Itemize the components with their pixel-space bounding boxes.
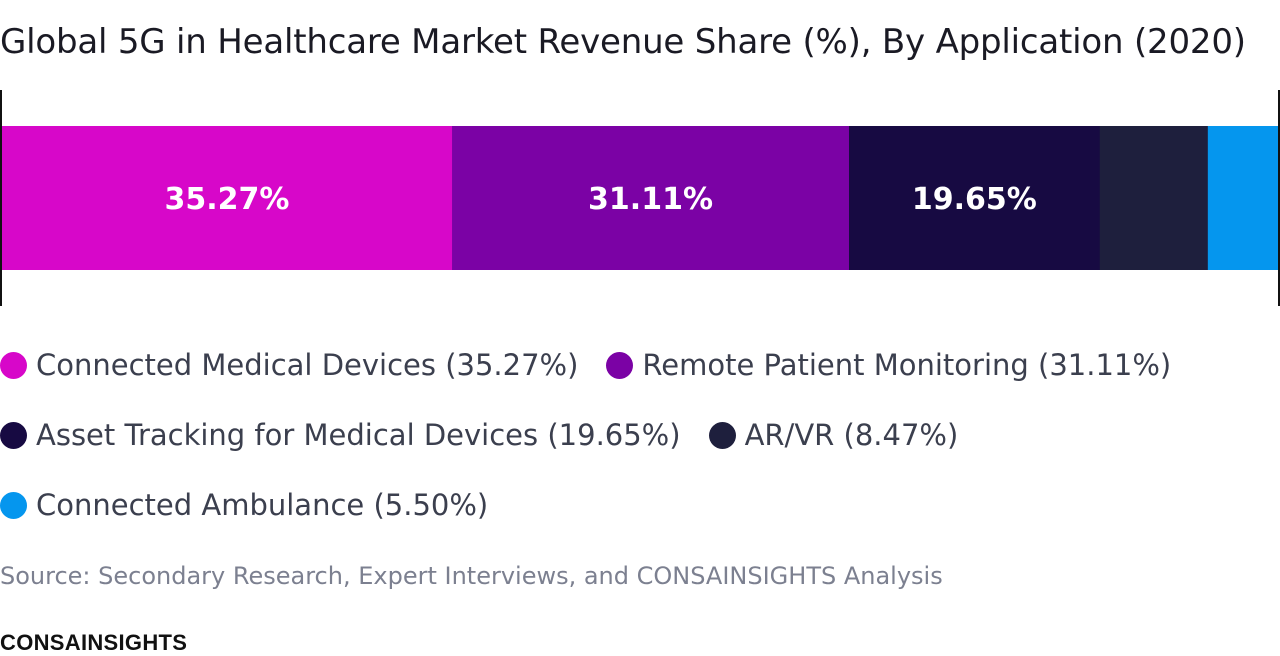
bar-segment-connected-ambulance[interactable]: [1207, 126, 1279, 270]
legend-row: Asset Tracking for Medical Devices (19.6…: [0, 408, 1280, 462]
legend-swatch: [708, 421, 736, 449]
legend-item-remote-patient-monitoring[interactable]: Remote Patient Monitoring (31.11%): [606, 348, 1171, 382]
chart-legend: Connected Medical Devices (35.27%) Remot…: [0, 338, 1280, 548]
legend-item-ar-vr[interactable]: AR/VR (8.47%): [708, 418, 959, 452]
bar-segment-remote-patient-monitoring[interactable]: [452, 126, 850, 270]
legend-item-asset-tracking[interactable]: Asset Tracking for Medical Devices (19.6…: [0, 418, 681, 452]
legend-row: Connected Medical Devices (35.27%) Remot…: [0, 338, 1280, 392]
legend-swatch: [0, 491, 27, 519]
legend-item-connected-ambulance[interactable]: Connected Ambulance (5.50%): [0, 488, 488, 522]
legend-label: Connected Ambulance (5.50%): [36, 488, 489, 522]
legend-label: Connected Medical Devices (35.27%): [36, 348, 579, 382]
bar-segment-asset-tracking-for-medical-devices[interactable]: [849, 126, 1101, 270]
legend-label: Remote Patient Monitoring (31.11%): [642, 348, 1172, 382]
stacked-bar-chart: 35.27% 31.11% 19.65%: [0, 90, 1280, 306]
legend-label: AR/VR (8.47%): [744, 418, 959, 452]
segment-data-label: 31.11%: [588, 182, 713, 217]
legend-label: Asset Tracking for Medical Devices (19.6…: [36, 418, 681, 452]
legend-swatch: [606, 351, 634, 379]
segment-data-label: 19.65%: [912, 182, 1037, 217]
source-note: Source: Secondary Research, Expert Inter…: [0, 562, 943, 590]
brand-logo-text: CONSAINSIGHTS: [0, 630, 188, 655]
legend-row: Connected Ambulance (5.50%): [0, 478, 1280, 532]
legend-swatch: [0, 351, 27, 379]
segment-data-label: 35.27%: [165, 182, 290, 217]
legend-swatch: [0, 421, 27, 449]
bar-segment-connected-medical-devices[interactable]: [2, 126, 453, 270]
chart-title: Global 5G in Healthcare Market Revenue S…: [0, 22, 1246, 62]
bar-segment-ar-vr[interactable]: [1099, 126, 1209, 270]
legend-item-connected-medical-devices[interactable]: Connected Medical Devices (35.27%): [0, 348, 578, 382]
